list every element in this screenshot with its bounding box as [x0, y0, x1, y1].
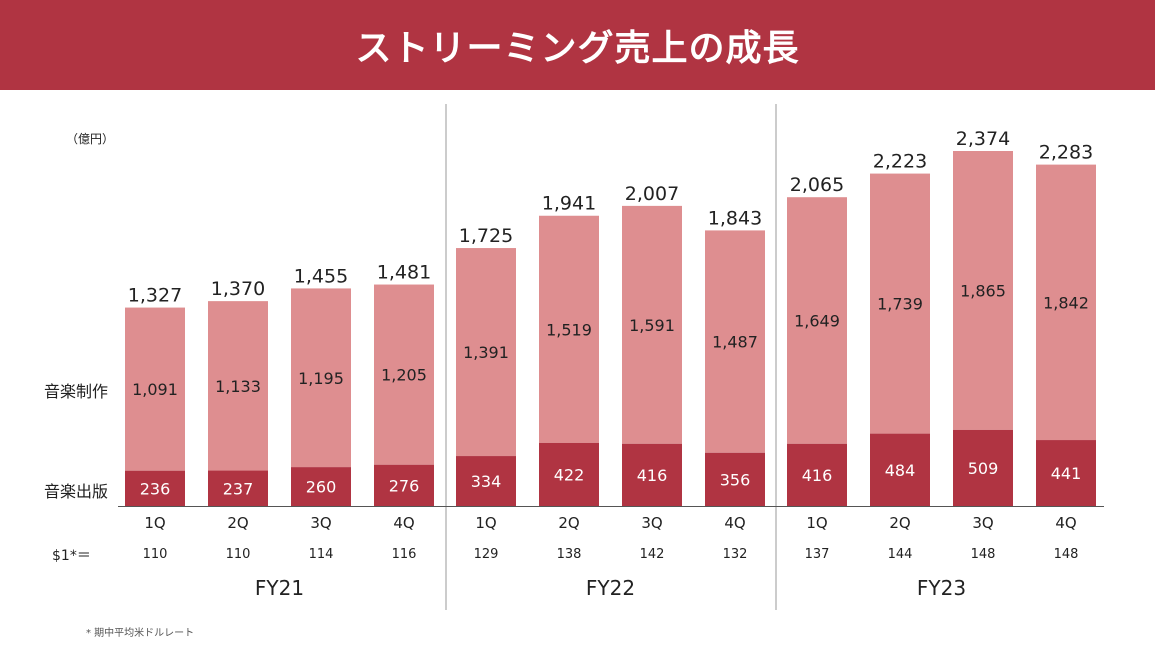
- total-label: 1,481: [377, 262, 431, 284]
- segment-label-music-production: 1,133: [215, 377, 261, 396]
- bar-segment-music-production: [705, 230, 765, 453]
- x-tick-label: 3Q: [972, 514, 993, 532]
- total-label: 2,223: [873, 151, 927, 173]
- bar-segment-music-production: [539, 215, 599, 443]
- x-tick-label: 1Q: [144, 514, 165, 532]
- exchange-rate-value: 144: [888, 547, 913, 562]
- segment-label-music-production: 1,519: [546, 320, 592, 339]
- bar-segment-music-publishing: [705, 452, 765, 506]
- bar-segment-music-publishing: [787, 443, 847, 506]
- unit-label: （億円）: [66, 132, 115, 146]
- exchange-rate-value: 137: [805, 547, 830, 562]
- exchange-rate-value: 129: [474, 547, 499, 562]
- bar-segment-music-production: [125, 307, 185, 471]
- exchange-rate-value: 116: [392, 547, 417, 562]
- total-label: 1,327: [128, 285, 182, 307]
- segment-label-music-publishing: 509: [968, 459, 999, 478]
- bar-segment-music-production: [1036, 164, 1096, 441]
- exchange-rate-value: 114: [309, 547, 334, 562]
- bar-segment-music-publishing: [539, 442, 599, 506]
- x-tick-label: 4Q: [1055, 514, 1076, 532]
- bar-segment-music-publishing: [870, 433, 930, 506]
- bar-segment-music-production: [456, 248, 516, 457]
- total-label: 1,455: [294, 265, 348, 287]
- segment-label-music-publishing: 416: [637, 466, 668, 485]
- segment-label-music-publishing: 276: [389, 476, 420, 495]
- segment-label-music-production: 1,591: [629, 316, 675, 335]
- exchange-rate-value: 138: [557, 547, 582, 562]
- exchange-rate-value: 110: [143, 547, 168, 562]
- bar-segment-music-publishing: [208, 470, 268, 506]
- exchange-rate-value: 110: [226, 547, 251, 562]
- segment-label-music-production: 1,205: [381, 366, 427, 385]
- total-label: 2,007: [625, 183, 679, 205]
- fiscal-year-label: FY22: [586, 576, 635, 600]
- segment-label-music-production: 1,739: [877, 295, 923, 314]
- bar-segment-music-publishing: [953, 429, 1013, 506]
- header-banner: ストリーミング売上の成長: [0, 0, 1155, 90]
- x-tick-label: 1Q: [475, 514, 496, 532]
- bar-segment-music-publishing: [456, 456, 516, 506]
- bar-segment-music-production: [870, 173, 930, 434]
- x-tick-label: 2Q: [889, 514, 910, 532]
- bar-segment-music-production: [208, 301, 268, 471]
- total-label: 2,374: [956, 128, 1010, 150]
- segment-label-music-publishing: 334: [471, 472, 502, 491]
- total-label: 1,370: [211, 278, 265, 300]
- x-tick-label: 4Q: [724, 514, 745, 532]
- segment-label-music-publishing: 484: [885, 461, 916, 480]
- segment-label-music-publishing: 260: [306, 478, 337, 497]
- bar-segment-music-production: [787, 197, 847, 444]
- exchange-rate-value: 148: [1054, 547, 1079, 562]
- bar-segment-music-publishing: [374, 464, 434, 506]
- bar-segment-music-publishing: [291, 467, 351, 506]
- bar-segment-music-production: [291, 288, 351, 468]
- x-tick-label: 3Q: [310, 514, 331, 532]
- bar-segment-music-publishing: [622, 443, 682, 506]
- exchange-rate-value: 132: [723, 547, 748, 562]
- x-tick-label: 4Q: [393, 514, 414, 532]
- total-label: 2,065: [790, 174, 844, 196]
- segment-label-music-production: 1,091: [132, 380, 178, 399]
- music-publishing-label: 音楽出版: [44, 482, 109, 501]
- bar-segment-music-production: [622, 205, 682, 444]
- segment-label-music-production: 1,649: [794, 311, 840, 330]
- segment-label-music-publishing: 356: [720, 470, 751, 489]
- segment-label-music-publishing: 441: [1051, 464, 1082, 483]
- segment-label-music-publishing: 236: [140, 479, 171, 498]
- segment-label-music-production: 1,391: [463, 343, 509, 362]
- segment-label-music-publishing: 416: [802, 466, 833, 485]
- total-label: 1,725: [459, 225, 513, 247]
- fiscal-year-label: FY23: [917, 576, 966, 600]
- segment-label-music-publishing: 237: [223, 479, 254, 498]
- segment-label-music-publishing: 422: [554, 465, 585, 484]
- total-label: 1,843: [708, 207, 762, 229]
- x-tick-label: 3Q: [641, 514, 662, 532]
- music-production-label: 音楽制作: [44, 382, 109, 401]
- exchange-rate-value: 142: [640, 547, 665, 562]
- x-tick-label: 2Q: [227, 514, 248, 532]
- segment-label-music-production: 1,842: [1043, 293, 1089, 312]
- exchange-rate-label: $1*＝: [52, 548, 91, 564]
- fiscal-year-label: FY21: [255, 576, 304, 600]
- segment-label-music-production: 1,487: [712, 333, 758, 352]
- x-tick-label: 1Q: [806, 514, 827, 532]
- segment-label-music-production: 1,865: [960, 281, 1006, 300]
- page-title: ストリーミング売上の成長: [355, 28, 800, 69]
- x-tick-label: 2Q: [558, 514, 579, 532]
- total-label: 2,283: [1039, 142, 1093, 164]
- footnote: * 期中平均米ドルレート: [86, 628, 195, 639]
- bar-segment-music-production: [953, 151, 1013, 430]
- segment-label-music-production: 1,195: [298, 369, 344, 388]
- exchange-rate-value: 148: [971, 547, 996, 562]
- bar-segment-music-publishing: [125, 470, 185, 506]
- bar-segment-music-production: [374, 284, 434, 465]
- bar-segment-music-publishing: [1036, 440, 1096, 506]
- total-label: 1,941: [542, 193, 596, 215]
